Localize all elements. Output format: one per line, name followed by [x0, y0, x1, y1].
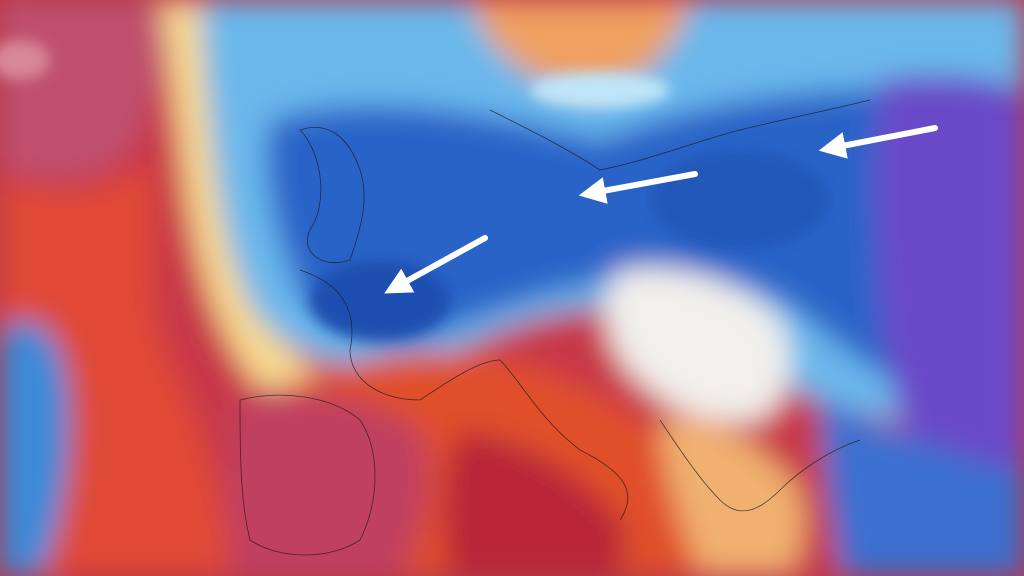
blue-southeast — [820, 400, 1024, 576]
pale-baltic — [530, 72, 670, 108]
orange-scandinavia — [470, 0, 690, 90]
yellow-band — [160, 0, 330, 390]
coastlines — [239, 99, 871, 556]
darkred-north-africa — [443, 430, 625, 576]
wind-arrows — [384, 125, 938, 294]
pale-pink-spot — [0, 40, 50, 80]
blue-central-europe — [266, 87, 1024, 420]
coast-iberia — [239, 394, 376, 556]
dark-blue-poland — [650, 150, 830, 250]
purple-east — [876, 75, 1024, 521]
coast-continent — [299, 269, 629, 521]
white-balkans — [605, 267, 791, 422]
pink-north-atlantic — [0, 0, 180, 180]
pink-iberia — [227, 391, 429, 576]
coast-greece — [659, 419, 861, 512]
arrow-east — [818, 125, 938, 159]
coast-britain — [299, 127, 365, 264]
dark-blue-france — [310, 260, 450, 340]
blue-atlantic-tongue — [0, 320, 70, 576]
orange-greece — [660, 418, 805, 576]
arrow-germany — [578, 171, 698, 204]
coast-baltic — [489, 99, 871, 171]
arrow-france — [384, 235, 488, 294]
